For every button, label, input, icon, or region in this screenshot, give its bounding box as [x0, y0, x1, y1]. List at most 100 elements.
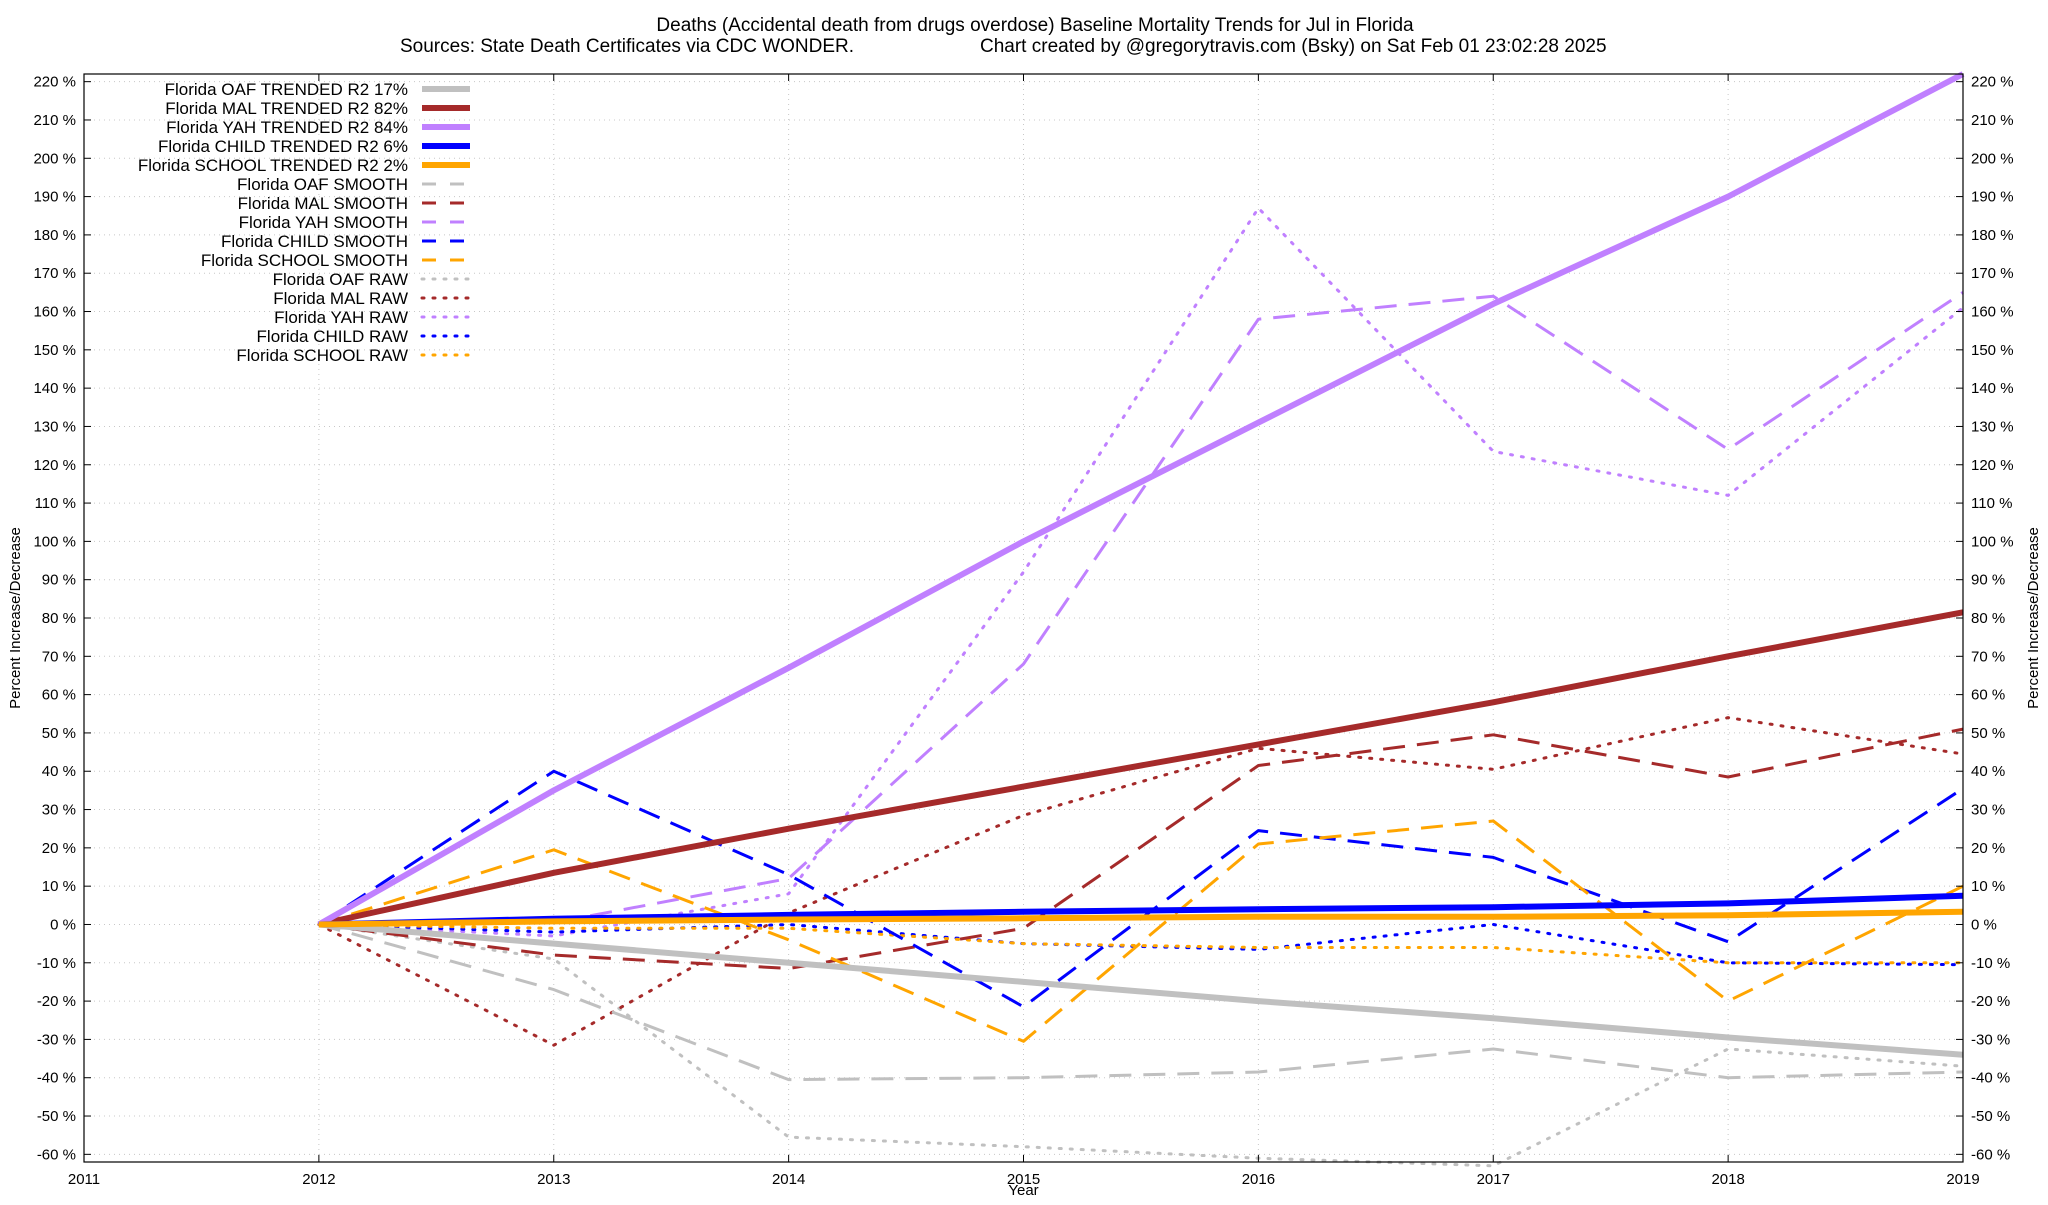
legend-label: Florida CHILD SMOOTH — [221, 232, 408, 251]
legend-label: Florida YAH SMOOTH — [239, 213, 408, 232]
chart-subtitle-credit: Chart created by @gregorytravis.com (Bsk… — [980, 36, 1607, 57]
y-tick-label-left: 50 % — [42, 725, 76, 742]
y-tick-label-left: 10 % — [42, 878, 76, 895]
series-line-dashed-8 — [318, 291, 1964, 926]
series-line-solid-1 — [318, 921, 1964, 1058]
y-tick-label-left: 110 % — [35, 495, 76, 512]
y-tick-label-right: 210 % — [1971, 112, 2014, 129]
legend-label: Florida SCHOOL RAW — [236, 346, 408, 365]
y-tick-label-right: -40 % — [1971, 1070, 2010, 1087]
series-line-solid-3 — [317, 71, 1965, 928]
legend-label: Florida CHILD RAW — [257, 327, 408, 346]
x-tick-label: 2014 — [772, 1171, 805, 1188]
series-line-dotted-14 — [317, 923, 1965, 967]
y-tick-label-left: 210 % — [33, 112, 76, 129]
chart-title: Deaths (Accidental death from drugs over… — [656, 15, 1414, 36]
x-tick-label: 2016 — [1242, 1171, 1275, 1188]
series-line-dotted-12 — [317, 716, 1965, 1047]
y-tick-label-left: 220 % — [33, 74, 76, 91]
series-line-dotted-13 — [317, 206, 1965, 938]
series-line-dashed-10 — [318, 819, 1964, 1043]
legend-label: Florida OAF RAW — [273, 270, 408, 289]
x-tick-label: 2012 — [302, 1171, 335, 1188]
y-tick-label-left: -50 % — [37, 1108, 76, 1125]
y-tick-label-right: -50 % — [1971, 1108, 2010, 1125]
y-tick-label-left: 190 % — [33, 189, 76, 206]
x-tick-label: 2018 — [1711, 1171, 1744, 1188]
x-tick-label: 2013 — [537, 1171, 570, 1188]
legend-label: Florida SCHOOL SMOOTH — [201, 251, 408, 270]
chart-subtitle-source: Sources: State Death Certificates via CD… — [400, 36, 854, 57]
y-tick-label-right: -20 % — [1971, 993, 2010, 1010]
y-tick-label-right: 160 % — [1971, 304, 2014, 321]
legend-label: Florida MAL TRENDED R2 82% — [165, 99, 408, 118]
series-lines — [317, 71, 1965, 1168]
legend-label: Florida OAF TRENDED R2 17% — [165, 80, 408, 99]
y-tick-label-left: 140 % — [33, 380, 76, 397]
y-tick-label-right: 40 % — [1971, 763, 2005, 780]
y-tick-label-left: 0 % — [50, 916, 76, 933]
x-tick-label: 2015 — [1007, 1171, 1040, 1188]
y-tick-label-right: 190 % — [1971, 189, 2014, 206]
x-tick-label: 2011 — [68, 1171, 100, 1188]
y-tick-label-left: 150 % — [33, 342, 76, 359]
y-tick-label-left: -20 % — [37, 993, 76, 1010]
y-tick-label-right: 60 % — [1971, 687, 2005, 704]
y-tick-label-left: -40 % — [37, 1070, 76, 1087]
y-tick-label-right: 70 % — [1971, 648, 2005, 665]
y-tick-label-right: 50 % — [1971, 725, 2005, 742]
y-tick-label-left: -60 % — [37, 1146, 76, 1163]
series-line-solid-5 — [318, 908, 1964, 928]
y-tick-label-right: 150 % — [1971, 342, 2014, 359]
y-axis-label-right: Percent Increase/Decrease — [2025, 527, 2042, 709]
y-tick-label-right: -10 % — [1971, 955, 2010, 972]
y-tick-label-left: 130 % — [33, 418, 76, 435]
y-tick-label-left: -30 % — [37, 1031, 76, 1048]
y-tick-label-right: -30 % — [1971, 1031, 2010, 1048]
y-tick-label-left: -10 % — [37, 955, 76, 972]
y-tick-label-left: 160 % — [33, 304, 76, 321]
y-tick-label-left: 180 % — [33, 227, 76, 244]
y-tick-label-left: 170 % — [33, 265, 76, 282]
legend-label: Florida YAH TRENDED R2 84% — [166, 118, 408, 137]
x-tick-label: 2017 — [1477, 1171, 1510, 1188]
y-tick-label-right: 90 % — [1971, 572, 2005, 589]
y-tick-label-left: 200 % — [33, 150, 76, 167]
y-tick-label-right: -60 % — [1971, 1146, 2010, 1163]
series-line-dotted-15 — [317, 923, 1965, 965]
y-tick-label-right: 220 % — [1971, 74, 2014, 91]
y-tick-label-right: 20 % — [1971, 840, 2005, 857]
y-tick-label-left: 120 % — [33, 457, 76, 474]
series-line-dashed-7 — [318, 727, 1964, 970]
y-tick-label-left: 70 % — [42, 648, 76, 665]
y-tick-label-right: 0 % — [1971, 916, 1997, 933]
y-tick-label-right: 30 % — [1971, 802, 2005, 819]
series-line-dashed-6 — [318, 923, 1964, 1082]
series-line-dotted-11 — [317, 923, 1965, 1168]
y-tick-label-right: 180 % — [1971, 227, 2014, 244]
y-tick-label-right: 100 % — [1971, 533, 2014, 550]
series-line-solid-2 — [318, 609, 1964, 928]
y-tick-label-left: 100 % — [33, 533, 76, 550]
y-tick-label-left: 20 % — [42, 840, 76, 857]
y-tick-label-right: 200 % — [1971, 150, 2014, 167]
y-tick-label-left: 30 % — [42, 802, 76, 819]
y-axis-label-left: Percent Increase/Decrease — [7, 527, 24, 709]
series-line-dashed-9 — [318, 769, 1964, 1009]
grid — [83, 74, 1964, 1162]
legend-label: Florida CHILD TRENDED R2 6% — [158, 137, 408, 156]
series-line-solid-4 — [318, 892, 1964, 928]
y-tick-label-left: 40 % — [42, 763, 76, 780]
x-tick-label: 2019 — [1946, 1171, 1979, 1188]
legend-label: Florida SCHOOL TRENDED R2 2% — [138, 156, 408, 175]
legend-label: Florida OAF SMOOTH — [237, 175, 408, 194]
legend-label: Florida MAL RAW — [273, 289, 408, 308]
y-tick-label-left: 80 % — [42, 610, 76, 627]
y-tick-label-right: 80 % — [1971, 610, 2005, 627]
y-tick-label-right: 10 % — [1971, 878, 2005, 895]
axis-ticks: -60 % -60 % -50 % -50 % -40 % -40 % -30 % -30 %… — [33, 74, 2013, 1188]
y-tick-label-left: 90 % — [42, 572, 76, 589]
legend: Florida OAF TRENDED R2 17%Florida MAL TR… — [138, 80, 472, 365]
